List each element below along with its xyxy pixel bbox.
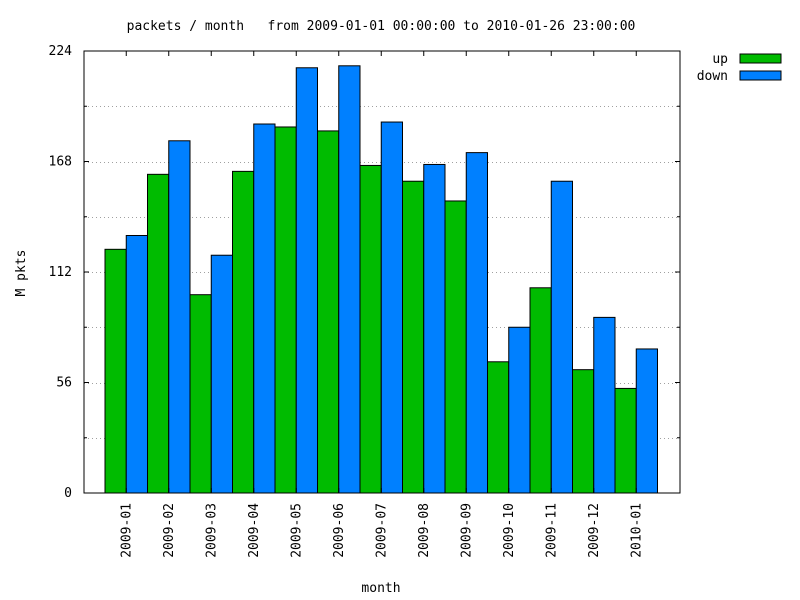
bar-down-2009-11 bbox=[550, 180, 573, 494]
bar-down-2009-12 bbox=[593, 316, 616, 494]
x-tick-label: 2009-02 bbox=[162, 503, 177, 558]
bar-up-2009-09 bbox=[444, 200, 467, 494]
bar-up-2009-05 bbox=[274, 126, 297, 494]
bar-up-2009-01 bbox=[104, 248, 127, 494]
x-tick-label: 2009-06 bbox=[332, 503, 347, 558]
x-tick-label: 2009-01 bbox=[119, 503, 134, 558]
bar-down-2009-05 bbox=[295, 67, 318, 494]
y-tick-label: 0 bbox=[64, 486, 72, 501]
x-ticks: 2009-01 2009-02 2009-03 2009-04 2009-05 2009-… bbox=[119, 51, 644, 558]
bar-up-2009-02 bbox=[147, 173, 170, 494]
x-tick-label: 2009-07 bbox=[374, 503, 389, 558]
x-tick-label: 2009-04 bbox=[247, 503, 262, 558]
bar-down-2009-02 bbox=[168, 140, 191, 494]
bar-up-2009-11 bbox=[529, 287, 552, 494]
x-tick-label: 2009-09 bbox=[459, 503, 474, 558]
legend-swatch-down bbox=[739, 70, 782, 81]
bar-up-2009-10 bbox=[487, 361, 510, 494]
legend: up down bbox=[697, 52, 782, 84]
legend-label-up: up bbox=[712, 52, 728, 67]
bar-up-2009-06 bbox=[317, 130, 340, 494]
y-tick-label: 56 bbox=[56, 376, 72, 391]
y-tick-label: 112 bbox=[49, 265, 72, 280]
bar-down-2009-08 bbox=[423, 163, 446, 494]
bar-up-2009-04 bbox=[232, 170, 255, 494]
x-tick-label: 2010-01 bbox=[629, 503, 644, 558]
bar-up-2009-07 bbox=[359, 164, 382, 494]
y-tick-label: 224 bbox=[49, 44, 73, 59]
bar-down-2009-01 bbox=[125, 234, 148, 494]
chart-title: packets / month from 2009-01-01 00:00:00… bbox=[127, 19, 636, 34]
x-tick-label: 2009-08 bbox=[417, 503, 432, 558]
legend-swatch-up bbox=[739, 53, 782, 64]
x-axis-label: month bbox=[361, 581, 400, 596]
x-tick-label: 2009-11 bbox=[544, 503, 559, 558]
bar-down-2009-04 bbox=[253, 123, 276, 494]
bar-up-2009-12 bbox=[572, 369, 595, 494]
bar-down-2009-09 bbox=[465, 152, 488, 494]
y-axis-label: M pkts bbox=[14, 250, 29, 297]
bar-down-2009-07 bbox=[380, 121, 403, 494]
bar-down-2010-01 bbox=[635, 348, 658, 494]
x-tick-label: 2009-05 bbox=[289, 503, 304, 558]
bar-up-2009-08 bbox=[402, 180, 425, 494]
x-tick-label: 2009-03 bbox=[204, 503, 219, 558]
y-tick-label: 168 bbox=[49, 155, 72, 170]
bar-down-2009-06 bbox=[338, 65, 361, 494]
legend-label-down: down bbox=[697, 69, 728, 84]
bar-up-2009-03 bbox=[189, 294, 212, 494]
bar-down-2009-10 bbox=[508, 326, 531, 494]
x-tick-label: 2009-12 bbox=[587, 503, 602, 558]
y-ticks: 0 56 112 168 224 bbox=[49, 44, 680, 501]
x-tick-label: 2009-10 bbox=[502, 503, 517, 558]
bar-up-2010-01 bbox=[614, 387, 637, 494]
bar-down-2009-03 bbox=[210, 254, 233, 494]
bars bbox=[104, 65, 658, 494]
